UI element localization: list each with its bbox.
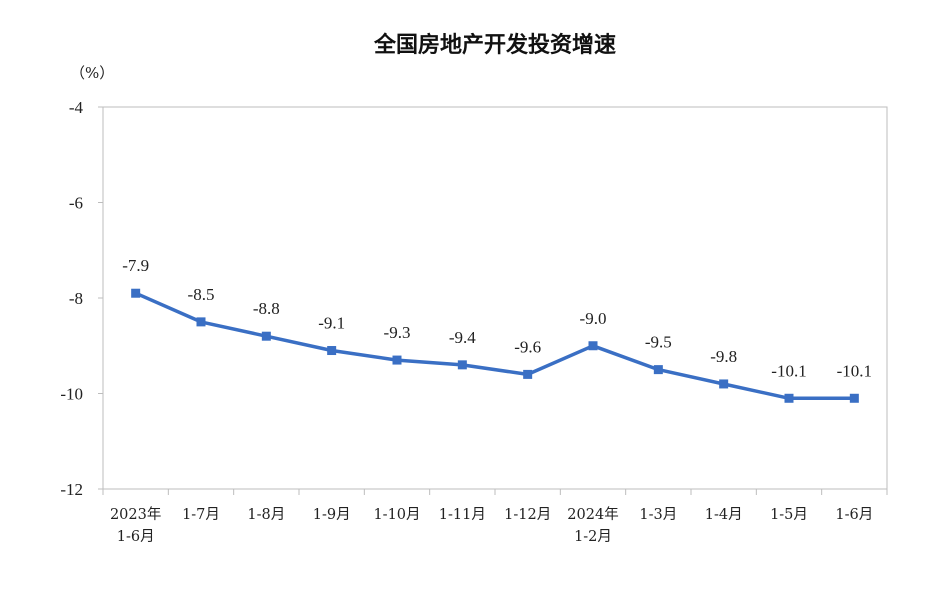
- data-point: [196, 317, 206, 327]
- data-label: -9.3: [384, 323, 411, 342]
- data-point: [392, 355, 402, 365]
- x-tick-label: 1-9月: [313, 507, 351, 523]
- y-tick-label: -4: [69, 98, 84, 117]
- x-tick-label: 1-4月: [705, 507, 743, 523]
- y-tick-label: -10: [60, 385, 83, 404]
- data-point: [131, 288, 141, 298]
- data-label: -9.5: [645, 333, 672, 352]
- data-label: -10.1: [771, 361, 806, 380]
- x-tick-label: 1-6月: [117, 529, 155, 545]
- x-tick-label: 1-6月: [835, 507, 873, 523]
- data-label: -9.4: [449, 328, 476, 347]
- x-tick-label: 1-11月: [439, 507, 486, 523]
- series-line: [134, 291, 855, 401]
- data-label: -9.1: [318, 314, 345, 333]
- y-tick-label: -6: [69, 194, 83, 213]
- data-label: -9.0: [580, 309, 607, 328]
- data-label: -9.8: [710, 347, 737, 366]
- data-point: [261, 331, 271, 341]
- x-tick-label: 2024年: [567, 506, 618, 523]
- x-tick-label: 1-12月: [504, 507, 551, 523]
- x-tick-label: 2023年: [110, 506, 161, 523]
- data-label: -9.6: [514, 337, 541, 356]
- plot-area: [102, 106, 888, 490]
- y-tick-label: -8: [69, 289, 83, 308]
- data-point: [719, 379, 729, 389]
- y-tick-label: -12: [60, 480, 83, 499]
- data-point: [457, 360, 467, 370]
- data-point: [653, 365, 663, 375]
- series-layer: [131, 288, 859, 403]
- y-axis: -4 -6 -8 -10 -12: [60, 98, 103, 499]
- data-point: [523, 369, 533, 379]
- x-tick-label: 1-2月: [574, 529, 612, 545]
- data-label: -8.5: [188, 285, 215, 304]
- x-tick-label: 1-10月: [373, 507, 420, 523]
- x-tick-label: 1-8月: [247, 507, 285, 523]
- data-point: [588, 341, 598, 351]
- y-axis-unit: （%）: [70, 64, 114, 82]
- x-tick-label: 1-7月: [182, 507, 220, 523]
- data-label: -10.1: [837, 361, 872, 380]
- chart-title: 全国房地产开发投资增速: [373, 32, 616, 58]
- data-point: [849, 393, 859, 403]
- data-point: [784, 393, 794, 403]
- data-label: -8.8: [253, 299, 280, 318]
- data-label: -7.9: [122, 256, 149, 275]
- data-point: [327, 346, 337, 356]
- x-tick-label: 1-5月: [770, 507, 808, 523]
- x-axis: 2023年 1-6月 1-7月 1-8月 1-9月 1-10月 1-11月 1-12月 2024…: [102, 489, 888, 545]
- data-labels: -7.9 -8.5 -8.8 -9.1 -9.3 -9.4 -9.6 -9.0 -9.5 -9.8…: [122, 256, 872, 380]
- x-tick-label: 1-3月: [639, 507, 677, 523]
